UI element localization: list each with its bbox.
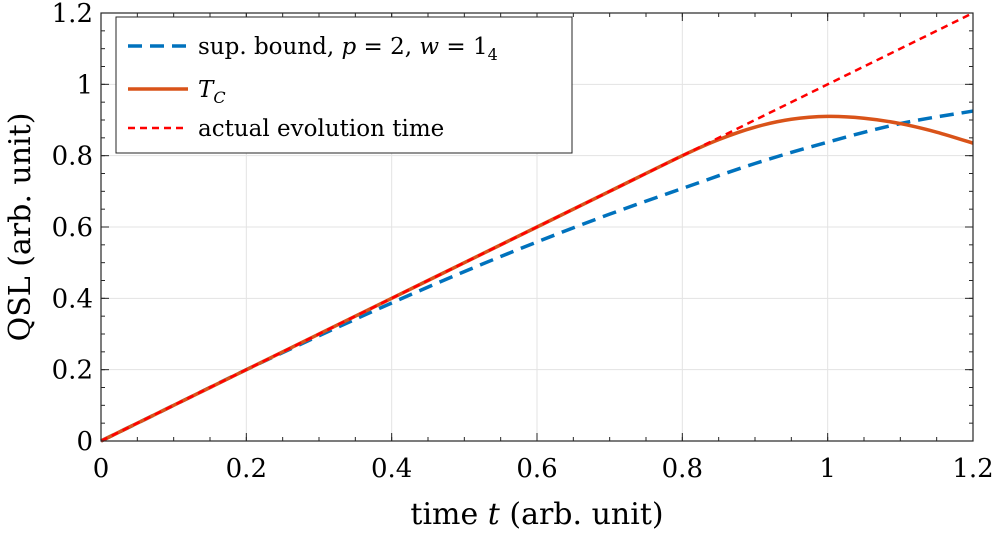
legend-label-tc: TC	[198, 77, 226, 107]
x-tick-label: 0.6	[516, 454, 557, 484]
series-group	[100, 11, 974, 443]
y-axis-label: QSL (arb. unit)	[3, 113, 38, 342]
x-tick-labels: 0 0.2 0.4 0.6 0.8 1 1.2	[93, 454, 994, 484]
tick-marks	[100, 12, 974, 442]
y-tick-label: 0.2	[52, 356, 93, 386]
legend-box	[115, 16, 573, 154]
series-actual-time-line	[100, 11, 974, 443]
x-tick-label: 1.2	[952, 454, 993, 484]
y-tick-label: 0	[76, 427, 93, 457]
legend-label-actual: actual evolution time	[198, 116, 444, 142]
x-tick-label: 0	[93, 454, 110, 484]
y-tick-label: 0.4	[52, 284, 93, 314]
legend: sup. bound, p = 2, w = 14 TC actual evol…	[115, 16, 573, 154]
x-tick-label: 0.4	[371, 454, 412, 484]
y-tick-label: 1	[76, 70, 93, 100]
y-tick-label: 1.2	[52, 0, 93, 29]
y-tick-label: 0.6	[52, 213, 93, 243]
legend-label-sup-bound: sup. bound, p = 2, w = 14	[198, 34, 498, 64]
y-tick-label: 0.8	[52, 142, 93, 172]
y-tick-labels: 0 0.2 0.4 0.6 0.8 1 1.2	[52, 0, 93, 457]
x-tick-label: 1	[819, 454, 836, 484]
x-tick-label: 0.2	[226, 454, 267, 484]
x-tick-label: 0.8	[662, 454, 703, 484]
x-axis-label: time t (arb. unit)	[410, 497, 663, 532]
